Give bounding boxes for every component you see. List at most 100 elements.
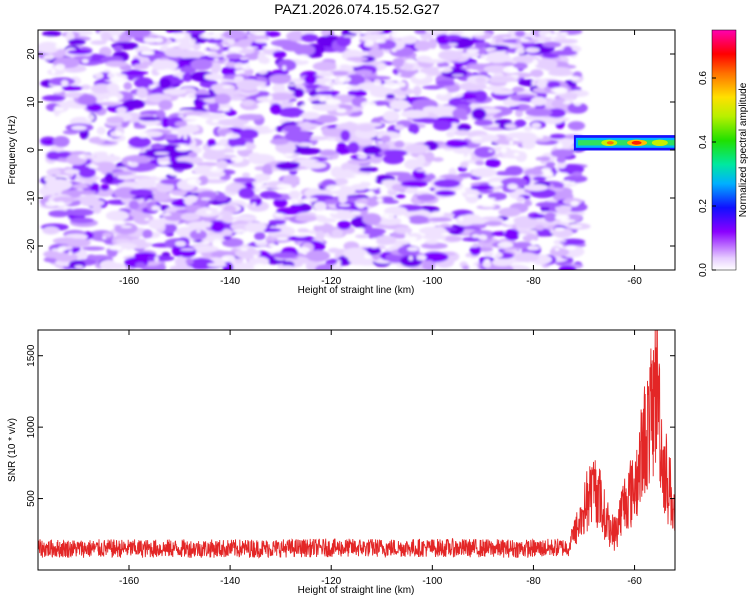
signal-band — [573, 135, 675, 151]
heat-gap — [414, 72, 427, 80]
heat-gap — [256, 85, 271, 92]
heat-cell — [536, 79, 550, 89]
heat-cell — [210, 83, 236, 93]
heat-gap — [185, 101, 195, 106]
heat-cell — [542, 41, 562, 48]
heat-cell — [170, 189, 188, 195]
heat-gap — [209, 168, 225, 173]
heat-cell — [248, 153, 275, 164]
heat-cell — [221, 214, 234, 223]
heat-gap — [311, 221, 325, 226]
heat-gap — [225, 132, 240, 139]
heat-cell — [100, 184, 110, 191]
x-tick-label: -120 — [321, 276, 341, 287]
heat-gap — [268, 243, 276, 248]
heat-gap — [383, 213, 395, 219]
heat-cell — [220, 228, 233, 237]
heat-cell — [323, 199, 340, 205]
heat-cell — [223, 235, 232, 240]
heat-cell — [389, 99, 410, 111]
heat-gap — [448, 43, 458, 46]
signal-band-max — [631, 140, 642, 145]
heat-gap — [394, 81, 406, 88]
colorbar-tick-label: 0.4 — [698, 135, 709, 149]
heat-gap — [451, 74, 464, 77]
heat-cell — [207, 139, 217, 148]
heat-gap — [504, 219, 515, 226]
heat-gap — [246, 46, 259, 50]
heat-cell — [165, 30, 184, 33]
heat-cell — [547, 108, 566, 118]
heat-gap — [253, 263, 266, 270]
heat-cell — [45, 178, 73, 191]
heat-gap — [570, 200, 580, 207]
heat-cell — [392, 87, 415, 96]
heat-cell — [414, 30, 428, 35]
heat-cell — [558, 92, 579, 100]
heat-cell — [422, 85, 446, 90]
heat-gap — [60, 79, 69, 87]
heat-cell — [182, 72, 193, 82]
heat-gap — [565, 245, 577, 250]
x-tick-label: -60 — [627, 276, 642, 287]
y-tick-label: 0 — [26, 147, 37, 153]
heat-cell — [260, 228, 282, 233]
heat-cell — [291, 203, 301, 211]
heat-gap — [299, 103, 311, 111]
heat-cell — [74, 175, 100, 181]
heat-cell — [75, 190, 97, 195]
heat-gap — [51, 68, 56, 75]
heat-gap — [228, 46, 243, 52]
heat-cell — [115, 238, 131, 244]
heat-gap — [532, 59, 539, 66]
heat-cell — [354, 69, 373, 76]
colorbar: 0.0 0.2 0.4 0.6 Normalized spectral amplitu… — [698, 29, 749, 277]
heat-gap — [240, 248, 248, 251]
heat-cell — [549, 248, 570, 257]
snr-series-line — [38, 330, 675, 559]
heat-cell — [180, 65, 197, 74]
heat-cell — [233, 177, 256, 183]
heat-gap — [400, 131, 405, 136]
snr-y-label: SNR (10 * v/v) — [7, 418, 18, 482]
heat-gap — [376, 198, 383, 203]
heat-cell — [128, 136, 151, 148]
heat-cell — [382, 199, 399, 204]
heat-gap — [267, 116, 274, 121]
heat-cell — [395, 194, 406, 199]
heat-gap — [274, 213, 285, 217]
heat-gap — [560, 31, 569, 35]
heat-gap — [460, 32, 474, 37]
heat-gap — [517, 233, 527, 237]
heat-cell — [539, 156, 551, 162]
heat-gap — [556, 142, 563, 149]
heat-gap — [138, 132, 148, 139]
heat-gap — [151, 205, 161, 211]
heat-cell — [192, 42, 201, 51]
heat-gap — [235, 232, 242, 237]
colorbar-tick-label: 0.0 — [698, 263, 709, 277]
heat-gap — [154, 30, 165, 36]
heat-cell — [401, 109, 429, 119]
heat-gap — [395, 31, 410, 37]
heat-cell — [133, 212, 154, 225]
heat-gap — [109, 76, 125, 82]
heat-gap — [567, 75, 581, 81]
heat-gap — [527, 261, 536, 267]
heat-cell — [530, 69, 544, 78]
heat-gap — [205, 210, 213, 214]
heat-cell — [257, 51, 266, 64]
heat-cell — [362, 145, 382, 155]
heat-gap — [438, 66, 453, 73]
heat-cell — [567, 102, 588, 114]
colorbar-tick-label: 0.6 — [698, 71, 709, 85]
x-tick-label: -80 — [526, 576, 541, 587]
heat-cell — [275, 161, 299, 171]
heat-cell — [132, 163, 158, 169]
snr-panel: -160 -140 -120 -100 -80 -60 500 1000 1500 Heigh… — [7, 329, 676, 596]
heat-gap — [558, 239, 567, 243]
heat-gap — [85, 114, 95, 121]
heat-cell — [382, 110, 400, 122]
heat-cell — [408, 123, 420, 135]
heat-cell — [452, 108, 468, 119]
